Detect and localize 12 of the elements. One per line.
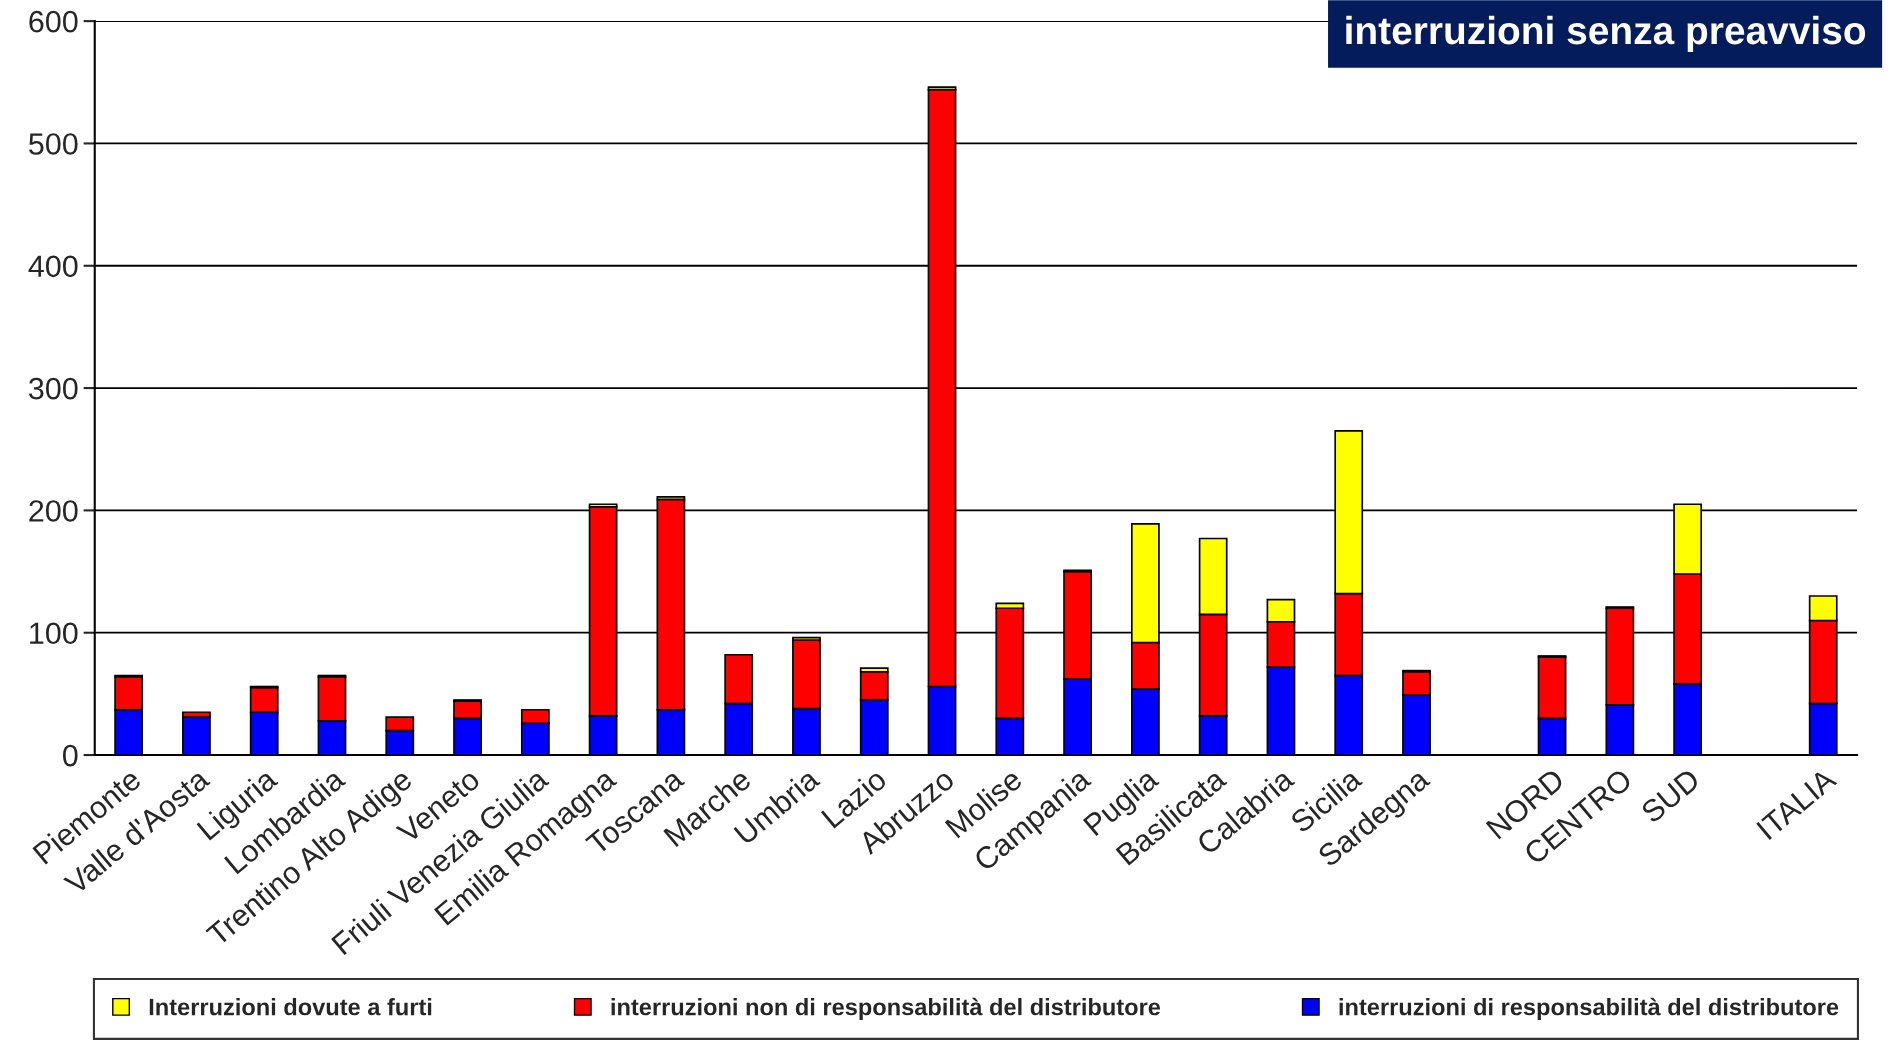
legend-label: interruzioni non di responsabilità del distributore bbox=[611, 997, 1161, 1021]
x-tick-label: SUD bbox=[1639, 767, 1701, 824]
legend-label: Interruzioni dovute a furti bbox=[149, 998, 432, 1016]
y-tick-label: 200 bbox=[29, 500, 78, 522]
y-tick-label: 600 bbox=[29, 10, 78, 33]
legend-label: interruzioni di responsabilità del distributore bbox=[1339, 997, 1839, 1021]
y-tick-label: 400 bbox=[28, 255, 78, 278]
y-tick-label: 0 bbox=[62, 744, 78, 767]
y-tick-label: 300 bbox=[28, 377, 78, 400]
chart-title: interruzioni senza preavviso bbox=[1346, 15, 1866, 53]
y-tick-label: 100 bbox=[30, 622, 78, 645]
y-tick-label: 500 bbox=[29, 133, 78, 155]
